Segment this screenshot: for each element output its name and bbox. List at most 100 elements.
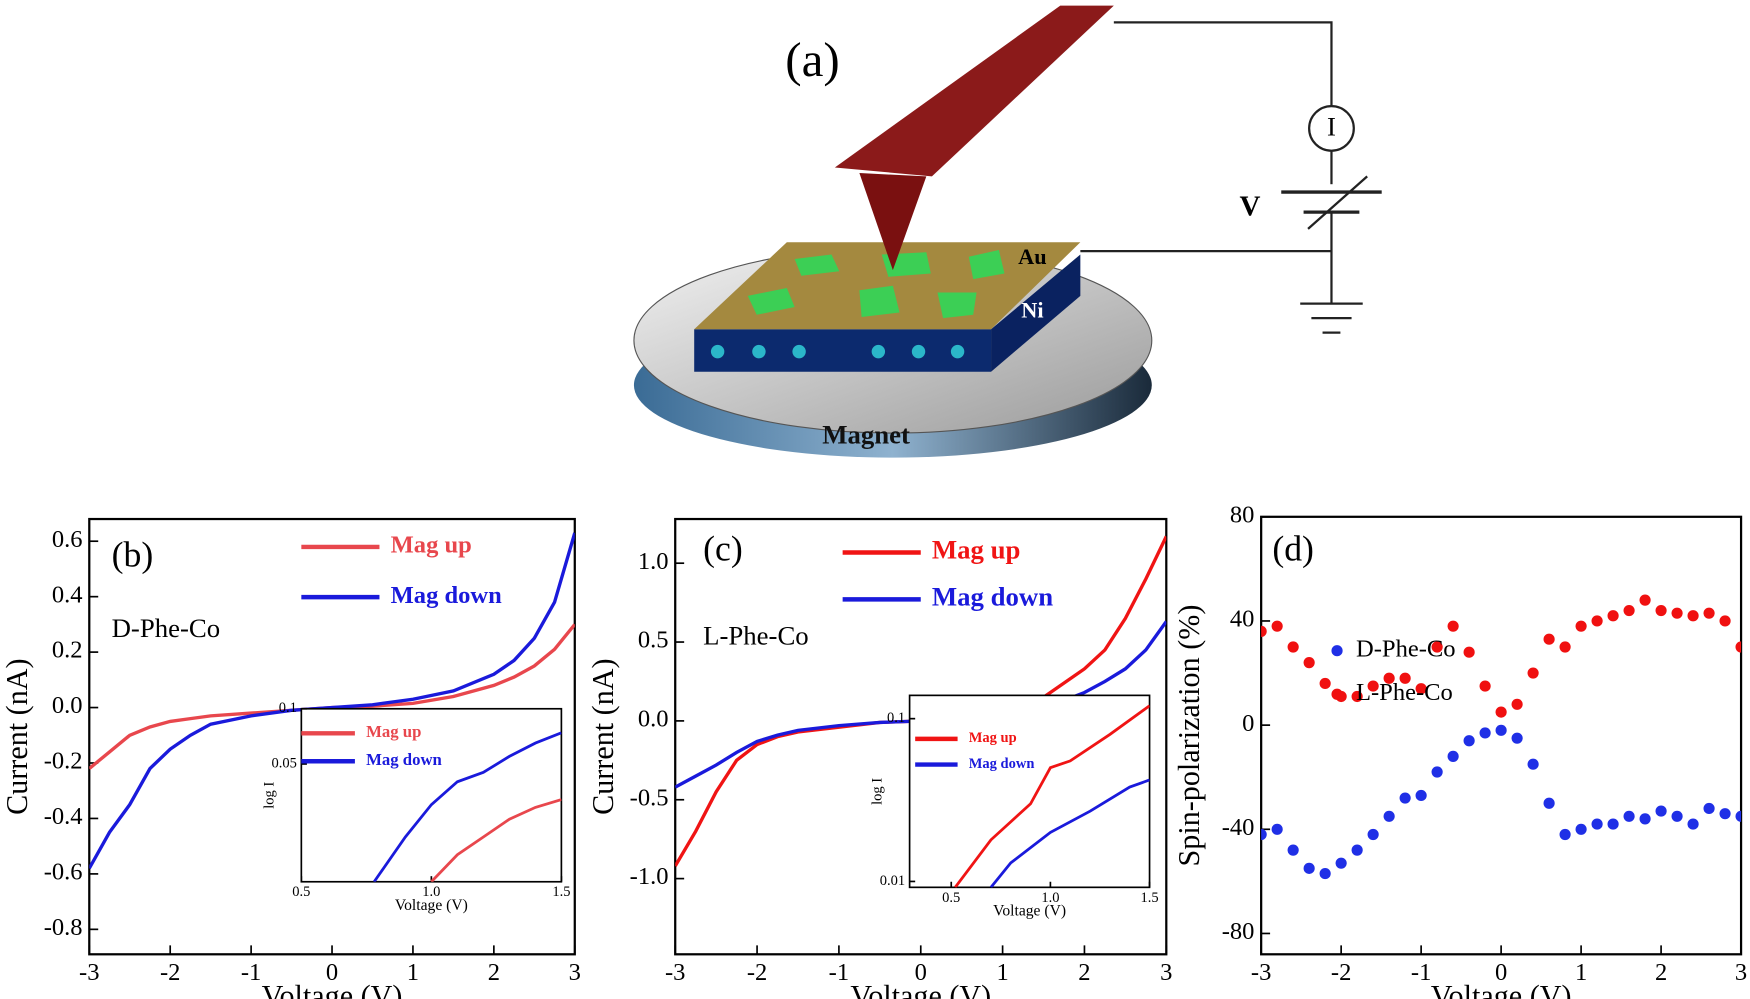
x-tick-label: -1 bbox=[241, 959, 261, 986]
ni-front bbox=[694, 329, 992, 372]
layer-label: Ni bbox=[1021, 298, 1043, 323]
x-tick-label: 0.5 bbox=[942, 890, 960, 906]
scatter-dot bbox=[1351, 844, 1363, 856]
series-line bbox=[954, 704, 1150, 888]
scatter-dot bbox=[1415, 789, 1427, 802]
y-tick-label: 0.05 bbox=[272, 755, 297, 771]
x-tick-label: 2 bbox=[1078, 959, 1090, 986]
x-tick-label: -3 bbox=[1251, 959, 1271, 986]
x-axis-label: Voltage (V) bbox=[262, 979, 403, 999]
scatter-dot bbox=[1463, 646, 1475, 658]
scatter-dot bbox=[1703, 607, 1715, 619]
x-tick-label: 1.5 bbox=[552, 884, 570, 900]
scatter-dot bbox=[1687, 610, 1699, 622]
panel-label: (c) bbox=[703, 529, 743, 569]
y-tick-label: 40 bbox=[1230, 606, 1255, 633]
y-tick-label: 0.0 bbox=[52, 692, 83, 719]
x-tick-label: 2 bbox=[488, 959, 500, 986]
scatter-dot bbox=[1303, 862, 1315, 874]
series-line bbox=[675, 620, 1167, 789]
legend-label: Mag up bbox=[969, 730, 1017, 746]
meter-label: I bbox=[1327, 112, 1336, 142]
y-tick-label: 1.0 bbox=[638, 548, 669, 575]
legend-marker bbox=[1331, 645, 1343, 657]
legend-label: D-Phe-Co bbox=[1356, 635, 1456, 662]
data-layer bbox=[1261, 594, 1742, 880]
scatter-dot bbox=[1287, 844, 1299, 856]
x-tick-label: 3 bbox=[569, 959, 581, 986]
series-line bbox=[373, 731, 562, 882]
y-tick-label: 0.1 bbox=[887, 710, 905, 726]
scatter-dot bbox=[1543, 797, 1555, 809]
x-axis-label: Voltage (V) bbox=[1431, 979, 1572, 999]
scatter-dot bbox=[1559, 641, 1571, 653]
chart-panel: -3 -2 -1 0 1 2 3 80 40 0 -40 -80 Voltage (V) Spin-pol… bbox=[1172, 501, 1747, 999]
scatter-dot bbox=[1671, 607, 1683, 619]
scatter-dot bbox=[1261, 828, 1267, 841]
y-tick-label: -0.4 bbox=[44, 803, 83, 830]
y-tick-label: -80 bbox=[1222, 918, 1255, 945]
scatter-dot bbox=[1607, 610, 1619, 622]
data-layer bbox=[675, 535, 1167, 867]
y-tick-label: 0.1 bbox=[279, 700, 297, 716]
scatter-dot bbox=[1719, 808, 1731, 820]
tip bbox=[859, 173, 927, 271]
scatter-dot bbox=[1655, 604, 1667, 617]
scatter-dot bbox=[1719, 615, 1731, 627]
x-tick-label: 1.0 bbox=[422, 884, 440, 900]
x-tick-label: -2 bbox=[160, 959, 180, 986]
scatter-dot bbox=[1735, 810, 1742, 822]
scatter-dot bbox=[1671, 810, 1683, 822]
scatter-dot bbox=[1399, 792, 1411, 804]
scatter-dot bbox=[1271, 620, 1283, 632]
panel-label: (b) bbox=[112, 534, 154, 574]
y-axis-label: Current (nA) bbox=[0, 658, 34, 814]
scatter-dot bbox=[1559, 828, 1571, 841]
data-layer bbox=[954, 704, 1150, 888]
magnet-label: Magnet bbox=[822, 420, 910, 450]
y-tick-label: -1.0 bbox=[630, 863, 669, 890]
setup-diagram: (a) I V Au Ni Magnet bbox=[633, 5, 1382, 458]
scatter-dot bbox=[1543, 633, 1555, 645]
x-tick-label: 2 bbox=[1655, 959, 1667, 986]
x-tick-label: 1 bbox=[1575, 959, 1587, 986]
y-axis-label: log I bbox=[870, 778, 886, 805]
scatter-dot bbox=[1447, 620, 1459, 632]
scatter-dot bbox=[1639, 594, 1651, 606]
scatter-dot bbox=[1383, 810, 1395, 822]
legend-label: Mag up bbox=[366, 722, 421, 741]
y-tick-label: -0.5 bbox=[630, 784, 669, 811]
x-axis-label: Voltage (V) bbox=[993, 902, 1066, 919]
x-tick-label: 0 bbox=[915, 959, 927, 986]
scatter-dot bbox=[1351, 690, 1363, 703]
scatter-dot bbox=[1383, 672, 1395, 684]
series-line bbox=[989, 778, 1150, 888]
x-tick-label: -3 bbox=[79, 959, 99, 986]
scatter-dot bbox=[1527, 758, 1539, 770]
chart-panel: 0.5 1.0 1.5 0.1 0.01 Voltage (V) log I Mag up Ma… bbox=[870, 694, 1159, 919]
x-tick-label: 0 bbox=[1495, 959, 1507, 986]
scatter-dot bbox=[1687, 818, 1699, 830]
y-tick-label: 0.01 bbox=[880, 873, 905, 889]
x-tick-label: 3 bbox=[1735, 959, 1747, 986]
legend-label: Mag down bbox=[391, 582, 503, 609]
scatter-dot bbox=[1527, 667, 1539, 679]
legend-marker bbox=[1331, 688, 1343, 700]
scatter-dot bbox=[1511, 732, 1523, 744]
y-axis-label: Spin-polarization (%) bbox=[1172, 605, 1206, 867]
y-tick-label: -40 bbox=[1222, 814, 1255, 841]
x-axis-label: Voltage (V) bbox=[850, 979, 991, 999]
panel-label: (a) bbox=[785, 32, 839, 87]
scatter-dot bbox=[1447, 750, 1459, 762]
x-tick-label: 1.0 bbox=[1041, 890, 1059, 906]
x-tick-label: -3 bbox=[665, 959, 685, 986]
y-tick-label: 0.2 bbox=[52, 637, 83, 664]
series-line bbox=[430, 798, 562, 882]
scatter-dot bbox=[1639, 813, 1651, 825]
plot-frame bbox=[908, 694, 1151, 889]
scatter-dot bbox=[1271, 823, 1283, 835]
y-tick-label: 0 bbox=[1242, 710, 1254, 737]
scatter-dot bbox=[1591, 818, 1603, 830]
x-tick-label: -2 bbox=[1331, 959, 1351, 986]
